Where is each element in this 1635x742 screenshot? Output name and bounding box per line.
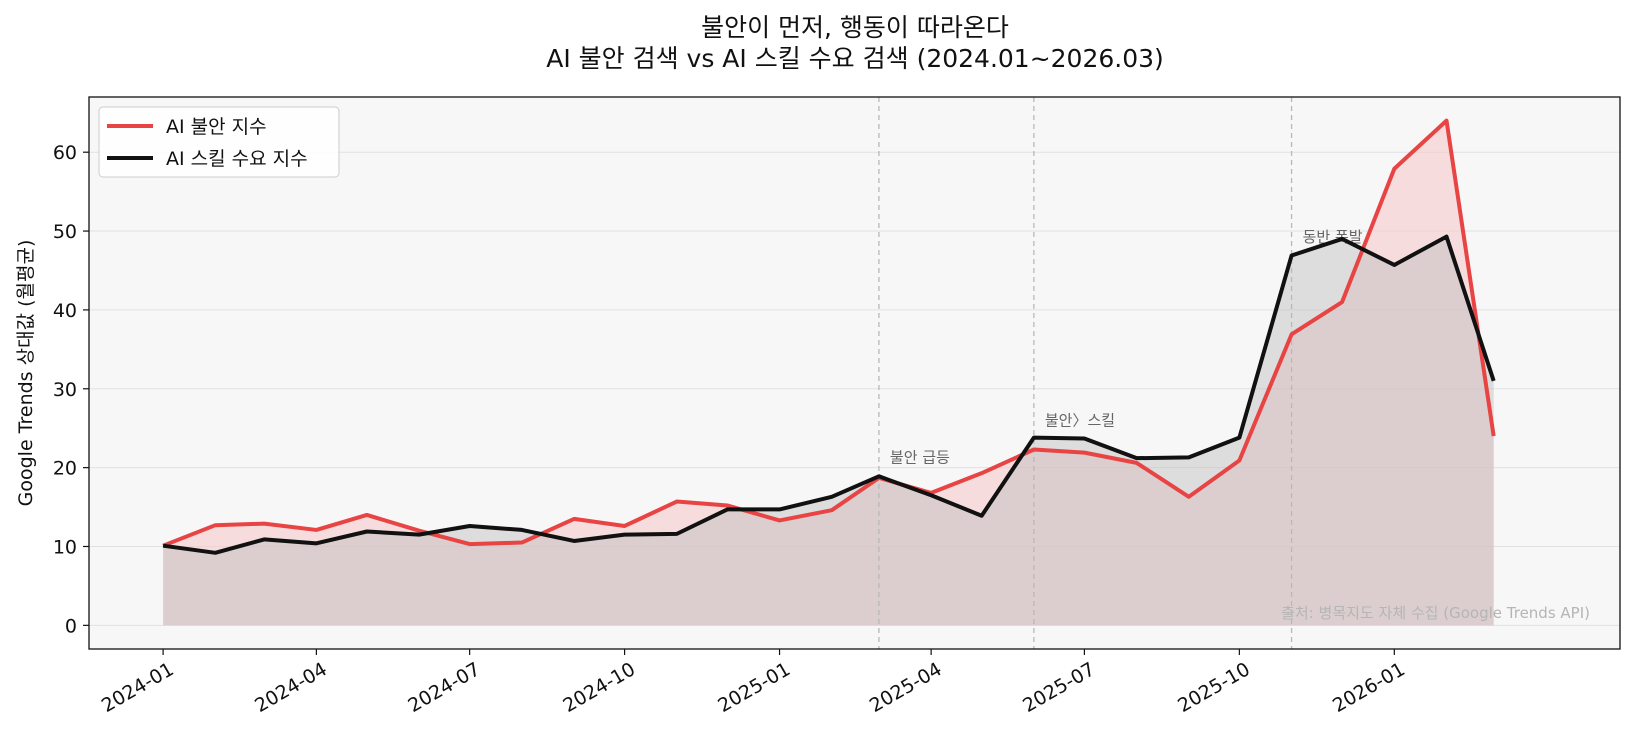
y-tick-label: 40 <box>53 300 77 322</box>
y-tick-label: 60 <box>53 142 77 164</box>
x-tick-label: 2026-01 <box>1329 658 1409 717</box>
y-axis-label: Google Trends 상대값 (월평균) <box>15 240 37 507</box>
y-tick-label: 50 <box>53 221 77 243</box>
y-tick-label: 20 <box>53 458 77 480</box>
legend: AI 불안 지수 AI 스킬 수요 지수 <box>98 106 340 178</box>
legend-label-skill: AI 스킬 수요 지수 <box>166 148 308 170</box>
chart-title: 불안이 먼저, 행동이 따라온다 <box>701 13 1009 42</box>
x-tick-label: 2024-07 <box>404 658 484 717</box>
annotation-label: 불안〉스킬 <box>1045 412 1115 430</box>
series-line-anxiety <box>162 118 1496 548</box>
legend-box <box>98 106 340 178</box>
area-anxiety <box>163 120 1494 626</box>
x-tick-label: 2025-01 <box>714 658 794 717</box>
x-tick-label: 2024-10 <box>559 658 639 717</box>
chart-subtitle: AI 불안 검색 vs AI 스킬 수요 검색 (2024.01~2026.03… <box>546 44 1164 73</box>
y-tick-label: 30 <box>53 379 77 401</box>
x-tick-label: 2025-10 <box>1174 658 1254 717</box>
x-tick-label: 2025-07 <box>1019 658 1099 717</box>
y-tick-label: 0 <box>65 615 77 637</box>
legend-label-anxiety: AI 불안 지수 <box>166 116 267 138</box>
x-tick-label: 2025-04 <box>866 658 946 717</box>
series-line-skill <box>162 234 1496 555</box>
annotation-label: 불안 급등 <box>890 449 950 467</box>
x-tick-label: 2024-04 <box>251 658 331 717</box>
x-tick-label: 2024-01 <box>98 658 178 717</box>
y-tick-label: 10 <box>53 536 77 558</box>
source-note: 출처: 병목지도 자체 수집 (Google Trends API) <box>1281 604 1590 622</box>
plot-frame <box>88 96 1621 650</box>
